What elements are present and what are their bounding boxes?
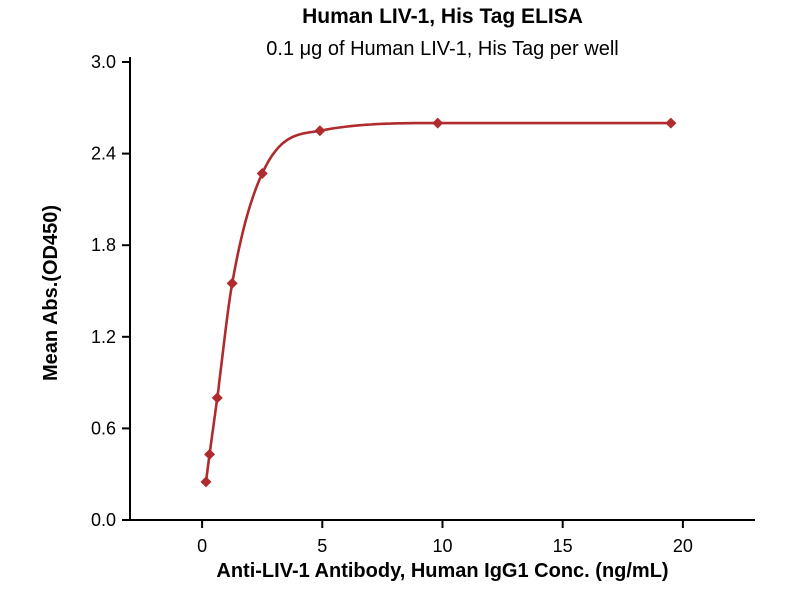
x-tick-label: 20 bbox=[673, 536, 693, 556]
data-point-marker bbox=[256, 167, 268, 179]
data-point-marker bbox=[200, 476, 212, 488]
data-point-marker bbox=[314, 125, 326, 137]
x-tick-label: 0 bbox=[197, 536, 207, 556]
y-tick-label: 3.0 bbox=[91, 52, 116, 72]
x-tick-label: 10 bbox=[432, 536, 452, 556]
y-tick-label: 0.0 bbox=[91, 510, 116, 530]
x-tick-label: 5 bbox=[317, 536, 327, 556]
fit-curve bbox=[204, 121, 671, 483]
data-point-marker bbox=[226, 277, 238, 289]
y-tick-label: 0.6 bbox=[91, 418, 116, 438]
data-point-marker bbox=[665, 117, 677, 129]
chart-title: Human LIV-1, His Tag ELISA bbox=[302, 5, 583, 28]
x-tick-label: 15 bbox=[553, 536, 573, 556]
data-point-marker bbox=[211, 392, 223, 404]
data-point-marker bbox=[432, 117, 444, 129]
y-tick-label: 2.4 bbox=[91, 144, 116, 164]
chart-subtitle: 0.1 μg of Human LIV-1, His Tag per well bbox=[266, 38, 619, 60]
data-point-marker bbox=[204, 448, 216, 460]
x-axis-label: Anti-LIV-1 Antibody, Human IgG1 Conc. (n… bbox=[216, 560, 669, 582]
y-tick-label: 1.8 bbox=[91, 235, 116, 255]
y-tick-label: 1.2 bbox=[91, 327, 116, 347]
